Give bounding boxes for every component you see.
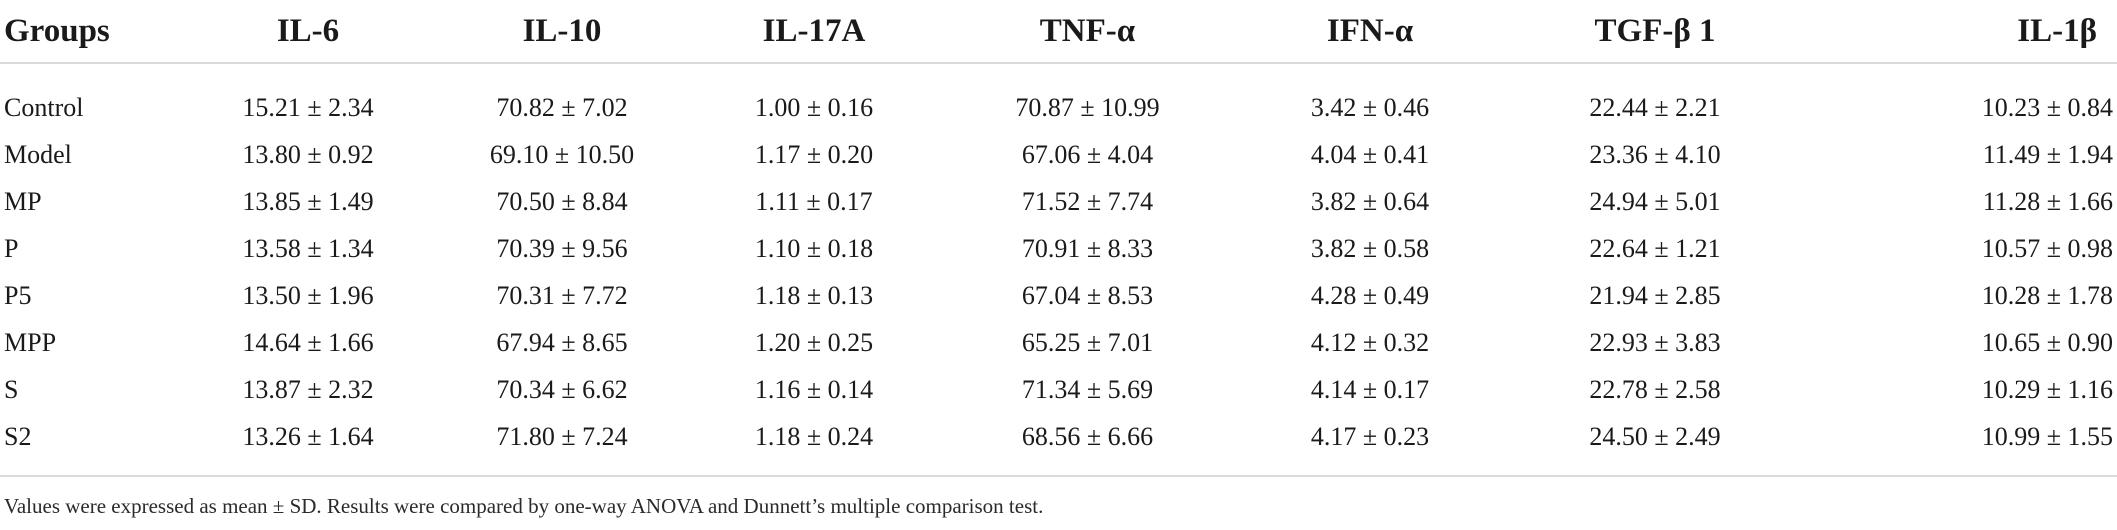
value-cell: 4.28 ± 0.49 [1310,280,1430,310]
value-cell: 70.34 ± 6.62 [496,374,628,404]
group-name-cell: MP [4,186,42,216]
value-cell: 11.28 ± 1.66 [1982,186,2113,216]
cytokine-table-container: Groups IL-6 IL-10 IL-17A TNF-α IFN-α TGF… [0,0,2117,460]
value-cell: 14.64 ± 1.66 [242,327,374,357]
value-cell: 71.34 ± 5.69 [1021,374,1154,404]
value-cell: 22.78 ± 2.58 [1589,374,1721,404]
value-cell: 67.94 ± 8.65 [496,327,628,357]
header-il-1beta: IL-1β [1805,0,2117,64]
value-cell: 1.20 ± 0.25 [754,327,874,357]
table-header: Groups IL-6 IL-10 IL-17A TNF-α IFN-α TGF… [0,0,2117,64]
table-row: P 13.58 ± 1.34 70.39 ± 9.56 1.10 ± 0.18 70.9… [0,225,2117,272]
header-il-10: IL-10 [436,0,688,64]
value-cell: 13.80 ± 0.92 [242,139,374,169]
table-row: MP 13.85 ± 1.49 70.50 ± 8.84 1.11 ± 0.17 71.… [0,178,2117,225]
header-spacer [0,63,2117,84]
value-cell: 22.44 ± 2.21 [1589,92,1721,122]
value-cell: 3.42 ± 0.46 [1310,92,1430,122]
group-name-cell: MPP [4,327,57,357]
value-cell: 4.04 ± 0.41 [1310,139,1430,169]
header-tgf-beta-1: TGF-β 1 [1505,0,1805,64]
value-cell: 22.93 ± 3.83 [1589,327,1721,357]
value-cell: 67.06 ± 4.04 [1021,139,1154,169]
value-cell: 70.82 ± 7.02 [496,92,628,122]
header-row: Groups IL-6 IL-10 IL-17A TNF-α IFN-α TGF… [0,0,2117,64]
value-cell: 23.36 ± 4.10 [1589,139,1721,169]
value-cell: 1.16 ± 0.14 [754,374,874,404]
header-groups: Groups [0,0,180,64]
group-name-cell: P [4,233,19,263]
value-cell: 70.50 ± 8.84 [496,186,628,216]
value-cell: 13.85 ± 1.49 [242,186,374,216]
value-cell: 21.94 ± 2.85 [1589,280,1721,310]
value-cell: 1.18 ± 0.13 [754,280,874,310]
value-cell: 10.65 ± 0.90 [1981,327,2113,357]
table-bottom-rule [0,475,2117,477]
table-row: S 13.87 ± 2.32 70.34 ± 6.62 1.16 ± 0.14 71.3… [0,366,2117,413]
value-cell: 68.56 ± 6.66 [1021,421,1154,451]
value-cell: 13.87 ± 2.32 [242,374,374,404]
table-row: MPP 14.64 ± 1.66 67.94 ± 8.65 1.20 ± 0.25 65… [0,319,2117,366]
value-cell: 10.99 ± 1.55 [1981,421,2113,451]
value-cell: 24.50 ± 2.49 [1589,421,1721,451]
group-name-cell: Control [4,92,84,122]
value-cell: 65.25 ± 7.01 [1021,327,1154,357]
value-cell: 3.82 ± 0.64 [1310,186,1430,216]
value-cell: 67.04 ± 8.53 [1021,280,1154,310]
value-cell: 1.17 ± 0.20 [754,139,874,169]
value-cell: 15.21 ± 2.34 [242,92,374,122]
table-row: Model 13.80 ± 0.92 69.10 ± 10.50 1.17 ± 0.2… [0,131,2117,178]
value-cell: 71.80 ± 7.24 [496,421,628,451]
value-cell: 13.50 ± 1.96 [242,280,374,310]
value-cell: 1.18 ± 0.24 [754,421,874,451]
value-cell: 13.58 ± 1.34 [242,233,374,263]
group-name-cell: S2 [4,421,32,451]
cytokine-table: Groups IL-6 IL-10 IL-17A TNF-α IFN-α TGF… [0,0,2117,460]
value-cell: 24.94 ± 5.01 [1589,186,1721,216]
group-name-cell: P5 [4,280,32,310]
value-cell: 69.10 ± 10.50 [489,139,635,169]
value-cell: 13.26 ± 1.64 [242,421,374,451]
value-cell: 1.10 ± 0.18 [754,233,874,263]
table-footnote: Values were expressed as mean ± SD. Resu… [4,494,1044,518]
header-il-6: IL-6 [180,0,436,64]
value-cell: 4.17 ± 0.23 [1310,421,1430,451]
table-row: P5 13.50 ± 1.96 70.31 ± 7.72 1.18 ± 0.13 67.… [0,272,2117,319]
table-row: Control 15.21 ± 2.34 70.82 ± 7.02 1.00 ± 0.… [0,84,2117,131]
value-cell: 3.82 ± 0.58 [1310,233,1430,263]
header-tnf-alpha: TNF-α [940,0,1235,64]
value-cell: 1.11 ± 0.17 [755,186,873,216]
value-cell: 70.87 ± 10.99 [1015,92,1160,122]
value-cell: 70.39 ± 9.56 [496,233,628,263]
value-cell: 71.52 ± 7.74 [1021,186,1154,216]
group-name-cell: Model [4,139,72,169]
value-cell: 10.28 ± 1.78 [1981,280,2113,310]
value-cell: 10.23 ± 0.84 [1981,92,2113,122]
group-name-cell: S [4,374,19,404]
value-cell: 4.12 ± 0.32 [1310,327,1430,357]
table-body: Control 15.21 ± 2.34 70.82 ± 7.02 1.00 ± 0.… [0,84,2117,460]
header-il-17a: IL-17A [688,0,940,64]
value-cell: 11.49 ± 1.94 [1982,139,2113,169]
table-row: S2 13.26 ± 1.64 71.80 ± 7.24 1.18 ± 0.24 68.… [0,413,2117,460]
value-cell: 22.64 ± 1.21 [1589,233,1721,263]
value-cell: 1.00 ± 0.16 [754,92,874,122]
value-cell: 4.14 ± 0.17 [1310,374,1430,404]
value-cell: 10.57 ± 0.98 [1981,233,2113,263]
header-ifn-alpha: IFN-α [1235,0,1505,64]
value-cell: 70.31 ± 7.72 [496,280,628,310]
value-cell: 70.91 ± 8.33 [1021,233,1154,263]
value-cell: 10.29 ± 1.16 [1981,374,2113,404]
